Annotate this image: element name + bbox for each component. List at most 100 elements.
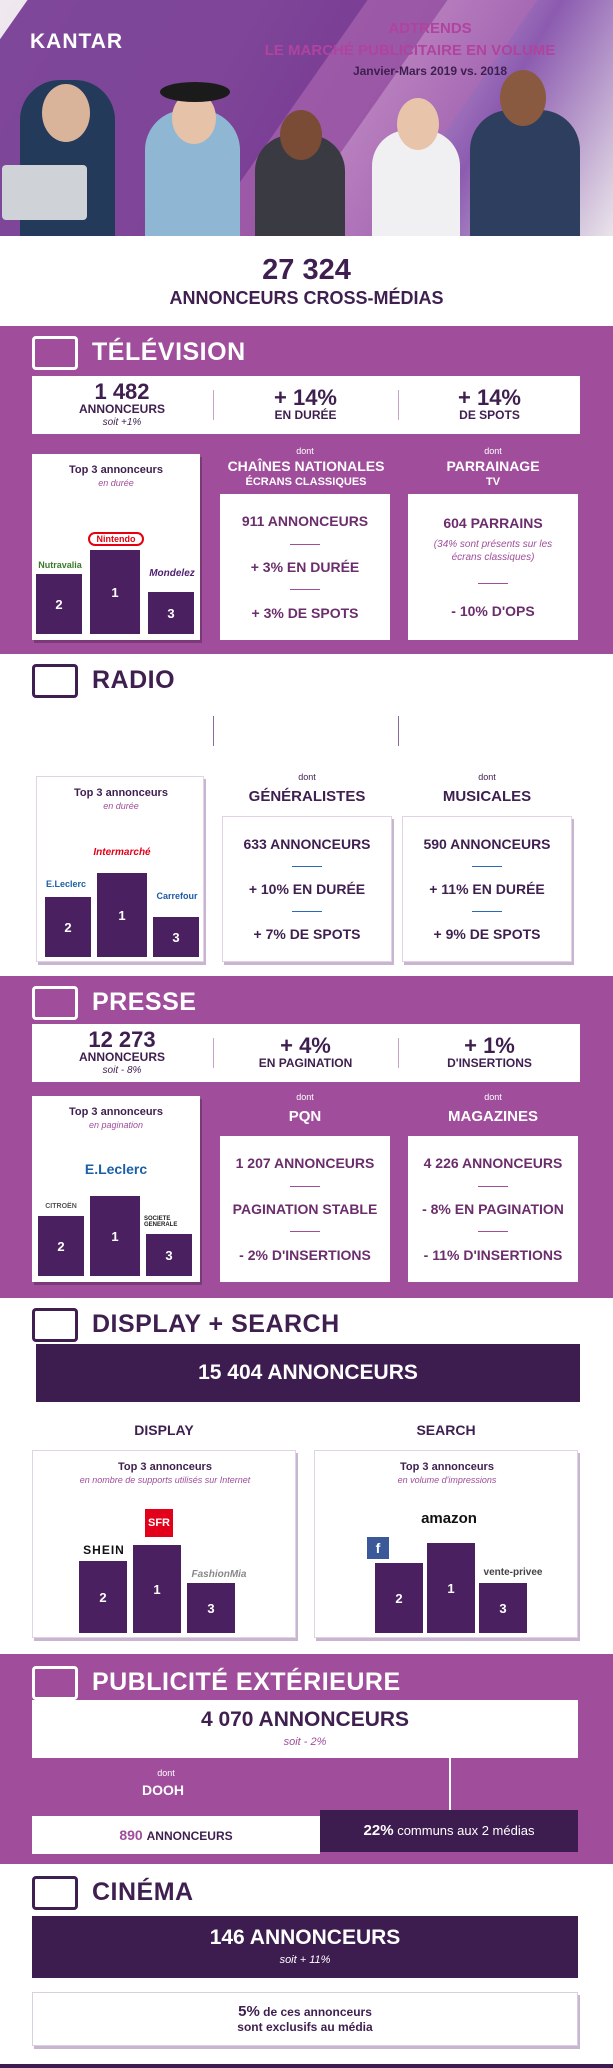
intro-number: 27 324: [262, 254, 351, 286]
dont-label: dont: [298, 772, 316, 782]
amazon-logo: amazon: [421, 1509, 477, 1527]
stat-spots: + 5% DE SPOTS: [399, 702, 580, 760]
col-head: GÉNÉRALISTES: [248, 788, 366, 805]
tv-stats: 1 482 ANNONCEURS soit +1% + 14% EN DURÉE…: [32, 376, 580, 434]
detail-line: + 3% DE SPOTS: [251, 604, 359, 621]
divider: [290, 1185, 320, 1187]
radio-stats: 1 464 ANNONCEURS soit + 2% + 7% EN DURÉE…: [32, 702, 580, 760]
detail-line: - 8% EN PAGINATION: [422, 1200, 564, 1217]
podium-first: 1: [427, 1543, 475, 1633]
stat-insertions: + 1% D'INSERTIONS: [399, 1024, 580, 1082]
excl-line-2: sont exclusifs au média: [237, 2020, 373, 2034]
stat-label: ANNONCEURS: [78, 727, 165, 742]
top3-title: Top 3 annonceurs: [69, 1106, 163, 1118]
detail-line: + 10% EN DURÉE: [248, 881, 366, 897]
display-section: DISPLAY + SEARCH 15 404 ANNONCEURS DISPL…: [0, 1298, 613, 1654]
divider: [398, 716, 399, 746]
mondelez-logo: Mondelez: [149, 567, 195, 579]
detail-line: 4 226 ANNONCEURS: [423, 1155, 563, 1172]
podium-first: 1: [97, 873, 147, 957]
person-figure: [397, 98, 439, 150]
podium-second: 2: [38, 1216, 84, 1276]
newspaper-icon: [32, 986, 78, 1020]
col-head: MAGAZINES: [448, 1108, 538, 1125]
stat-spots: + 14% DE SPOTS: [399, 376, 580, 434]
top3-sub: en pagination: [88, 1120, 144, 1130]
top3-title: Top 3 annonceurs: [118, 1461, 212, 1473]
stat-value: + 14%: [274, 385, 337, 411]
bottom-bar: [0, 2064, 613, 2068]
tv-icon: [32, 336, 78, 370]
header-title-2: LE MARCHÉ PUBLICITAIRE EN VOLUME: [264, 42, 556, 59]
stat-label: D'INSERTIONS: [447, 1056, 532, 1071]
divider: [213, 716, 214, 746]
leclerc-logo: E.Leclerc: [84, 1161, 148, 1177]
ooh-total: 4 070 ANNONCEURS: [200, 1708, 410, 1731]
detail-line: PAGINATION STABLE: [232, 1200, 378, 1217]
podium-second: 2: [375, 1563, 423, 1633]
facebook-icon: f: [367, 1537, 389, 1559]
podium-first: 1: [90, 550, 140, 634]
detail-line: 911 ANNONCEURS: [241, 513, 369, 530]
detail-line: - 11% D'INSERTIONS: [423, 1246, 563, 1263]
col-head: TV: [485, 476, 501, 488]
top3-sub: en durée: [98, 478, 134, 488]
radio-generalist-card: 633 ANNONCEURS + 10% EN DURÉE + 7% DE SP…: [222, 816, 392, 962]
detail-line: + 3% EN DURÉE: [250, 558, 360, 575]
divider: [398, 390, 399, 420]
divider: [472, 911, 502, 912]
tv-top3-card: Top 3 annonceurs en durée Nutravalia Nin…: [32, 454, 200, 640]
stat-value: + 14%: [458, 385, 521, 411]
person-figure: [500, 70, 546, 126]
shein-logo: SHEIN: [83, 1543, 125, 1557]
divider: [292, 911, 322, 912]
dont-label: dont: [296, 446, 314, 456]
header-banner: KANTAR ADTRENDS LE MARCHÉ PUBLICITAIRE E…: [0, 0, 613, 236]
podium-second: 2: [45, 897, 91, 957]
carrefour-logo: Carrefour: [156, 891, 198, 901]
ooh-total-box: 4 070 ANNONCEURS soit - 2%: [32, 1700, 578, 1758]
radio-title: RADIO: [92, 666, 176, 694]
browser-icon: [32, 1308, 78, 1342]
stat-sub: soit +1%: [102, 417, 142, 429]
sfr-logo: SFR: [145, 1509, 173, 1537]
col-head: PQN: [288, 1108, 322, 1125]
billboard-icon: [32, 1666, 78, 1700]
excl-line-1: 5% de ces annonceurs: [33, 2003, 577, 2020]
presse-top3-card: Top 3 annonceurs en pagination CITROËN E…: [32, 1096, 200, 1282]
stat-duration: + 14% EN DURÉE: [214, 376, 397, 434]
stat-duration: + 7% EN DURÉE: [214, 702, 397, 760]
vente-privee-logo: vente-privee: [483, 1566, 543, 1578]
display-top3-card: Top 3 annonceurs en nombre de supports u…: [32, 1450, 296, 1638]
stat-label: EN DURÉE: [274, 408, 337, 423]
common-label: communs aux 2 médias: [397, 1823, 535, 1838]
tv-title: TÉLÉVISION: [92, 338, 246, 366]
stat-sub: soit + 2%: [101, 743, 143, 755]
col-head: MUSICALES: [442, 788, 532, 805]
top3-title: Top 3 annonceurs: [69, 464, 163, 476]
laptop-icon: [2, 165, 87, 220]
stat-value: 12 273: [88, 1026, 156, 1052]
divider: [292, 866, 322, 867]
hat-icon: [160, 82, 230, 102]
presse-pqn-card: 1 207 ANNONCEURS PAGINATION STABLE - 2% …: [220, 1136, 390, 1282]
detail-line: + 11% EN DURÉE: [429, 881, 545, 897]
detail-line: 604 PARRAINS: [443, 515, 543, 532]
podium-third: 3: [479, 1583, 527, 1633]
cinema-title: CINÉMA: [92, 1878, 194, 1906]
detail-line: - 10% D'OPS: [451, 602, 535, 619]
stat-label: DE SPOTS: [459, 408, 520, 423]
top3-sub: en durée: [103, 801, 139, 811]
person-figure: [280, 110, 322, 160]
stat-value: + 1%: [464, 1033, 515, 1059]
top3-sub: en volume d'impressions: [397, 1475, 497, 1485]
col-head: CHAÎNES NATIONALES: [227, 458, 385, 474]
brand-logo: KANTAR: [30, 30, 124, 53]
presse-section: PRESSE 12 273 ANNONCEURS soit - 8% + 4% …: [0, 976, 613, 1298]
stat-value: + 5%: [464, 711, 515, 737]
common-pct: 22%: [363, 1822, 394, 1839]
presse-title: PRESSE: [92, 988, 197, 1016]
divider: [290, 1231, 320, 1233]
ooh-section: PUBLICITÉ EXTÉRIEURE 4 070 ANNONCEURS so…: [0, 1654, 613, 1864]
podium-first: 1: [90, 1196, 140, 1276]
